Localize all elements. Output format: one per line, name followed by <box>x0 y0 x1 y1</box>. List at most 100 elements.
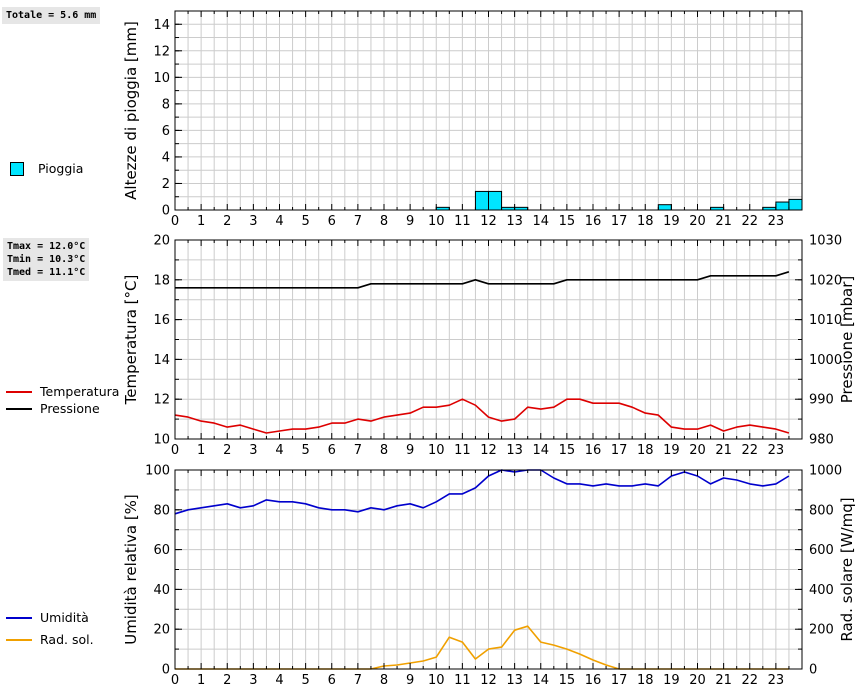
y2-tick-label: 1030 <box>809 234 842 249</box>
y-tick-label: 20 <box>153 234 170 249</box>
humidity-line <box>174 469 790 515</box>
x-tick-label: 18 <box>637 443 654 458</box>
legend-temperature-label: Temperatura <box>40 384 120 399</box>
x-tick-label: 18 <box>637 673 654 688</box>
x-tick-label: 15 <box>559 673 576 688</box>
y2-tick-label: 200 <box>809 623 834 638</box>
x-tick-label: 3 <box>249 443 257 458</box>
tmax-text: Tmax = 12.0°C <box>7 241 86 252</box>
y-tick-label: 4 <box>162 150 170 165</box>
temperature-line-swatch-icon <box>6 390 32 393</box>
y-tick-label: 20 <box>153 623 170 638</box>
x-tick-label: 4 <box>275 443 283 458</box>
legend-pressure-label: Pressione <box>40 401 100 416</box>
x-tick-label: 21 <box>715 673 732 688</box>
x-tick-label: 11 <box>454 214 471 229</box>
x-tick-label: 20 <box>689 673 706 688</box>
x-tick-label: 19 <box>663 673 680 688</box>
y2-axis-label: Rad. solare [W/mq] <box>838 497 856 641</box>
x-tick-label: 21 <box>715 443 732 458</box>
x-tick-label: 3 <box>249 673 257 688</box>
x-tick-label: 23 <box>768 673 785 688</box>
x-tick-label: 17 <box>611 443 628 458</box>
y-tick-label: 10 <box>153 71 170 86</box>
x-tick-label: 12 <box>480 673 497 688</box>
y-tick-label: 0 <box>162 204 170 219</box>
legend-solar: Rad. sol. <box>6 632 94 647</box>
y-tick-label: 60 <box>153 543 170 558</box>
x-tick-label: 10 <box>428 443 445 458</box>
y-tick-label: 0 <box>162 663 170 678</box>
x-tick-label: 7 <box>354 673 362 688</box>
temperature-summary-box: Tmax = 12.0°C Tmin = 10.3°C Tmed = 11.1°C <box>3 238 90 281</box>
y-axis-label: Altezze di pioggia [mm] <box>122 21 140 200</box>
legend-rain: Pioggia <box>10 161 83 176</box>
x-tick-label: 11 <box>454 673 471 688</box>
rain-bar <box>788 198 803 211</box>
y2-tick-label: 600 <box>809 543 834 558</box>
x-tick-label: 19 <box>663 443 680 458</box>
x-tick-label: 5 <box>301 443 309 458</box>
x-tick-label: 7 <box>354 443 362 458</box>
rain-swatch-icon <box>10 161 24 176</box>
humidity-line-swatch-icon <box>6 616 32 619</box>
x-tick-label: 9 <box>406 443 414 458</box>
x-tick-label: 0 <box>171 673 179 688</box>
x-tick-label: 4 <box>275 673 283 688</box>
y2-tick-label: 990 <box>809 393 834 408</box>
rain-total-box: Totale = 5.6 mm <box>2 7 101 24</box>
pressure-line <box>175 271 790 289</box>
legend-solar-label: Rad. sol. <box>40 632 94 647</box>
x-tick-label: 7 <box>354 214 362 229</box>
x-tick-label: 1 <box>197 443 205 458</box>
x-tick-label: 12 <box>480 443 497 458</box>
y-tick-label: 80 <box>153 503 170 518</box>
x-tick-label: 23 <box>768 443 785 458</box>
x-tick-label: 8 <box>380 443 388 458</box>
tmin-text: Tmin = 10.3°C <box>7 254 86 265</box>
x-tick-label: 14 <box>532 673 549 688</box>
x-tick-label: 16 <box>585 214 602 229</box>
x-tick-label: 16 <box>585 673 602 688</box>
solar-line-swatch-icon <box>6 638 32 641</box>
x-tick-label: 13 <box>506 673 523 688</box>
solar-radiation-line <box>175 625 789 670</box>
x-tick-label: 3 <box>249 214 257 229</box>
x-tick-label: 0 <box>171 214 179 229</box>
y-tick-label: 14 <box>153 18 170 33</box>
x-tick-label: 1 <box>197 673 205 688</box>
legend-temperature: Temperatura <box>6 384 119 399</box>
x-tick-label: 19 <box>663 214 680 229</box>
y2-tick-label: 800 <box>809 503 834 518</box>
x-tick-label: 13 <box>506 443 523 458</box>
y2-tick-label: 1020 <box>809 273 842 288</box>
x-tick-label: 18 <box>637 214 654 229</box>
x-tick-label: 15 <box>559 443 576 458</box>
y-tick-label: 2 <box>162 177 170 192</box>
legend-humidity: Umidità <box>6 610 89 625</box>
x-tick-label: 13 <box>506 214 523 229</box>
rain-bar <box>775 201 790 211</box>
y-tick-label: 40 <box>153 583 170 598</box>
x-tick-label: 10 <box>428 673 445 688</box>
rain-bar <box>657 204 672 211</box>
y-tick-label: 8 <box>162 97 170 112</box>
temperature-line <box>174 398 790 434</box>
x-tick-label: 2 <box>223 673 231 688</box>
x-tick-label: 21 <box>715 214 732 229</box>
y2-tick-label: 1010 <box>809 313 842 328</box>
y-tick-label: 6 <box>162 124 170 139</box>
y-tick-label: 18 <box>153 273 170 288</box>
x-tick-label: 22 <box>741 443 758 458</box>
legend-rain-label: Pioggia <box>38 161 84 176</box>
x-tick-label: 1 <box>197 214 205 229</box>
x-tick-label: 11 <box>454 443 471 458</box>
y-tick-label: 16 <box>153 313 170 328</box>
rain-bar <box>488 190 503 211</box>
x-tick-label: 6 <box>328 673 336 688</box>
x-tick-label: 0 <box>171 443 179 458</box>
x-tick-label: 22 <box>741 673 758 688</box>
